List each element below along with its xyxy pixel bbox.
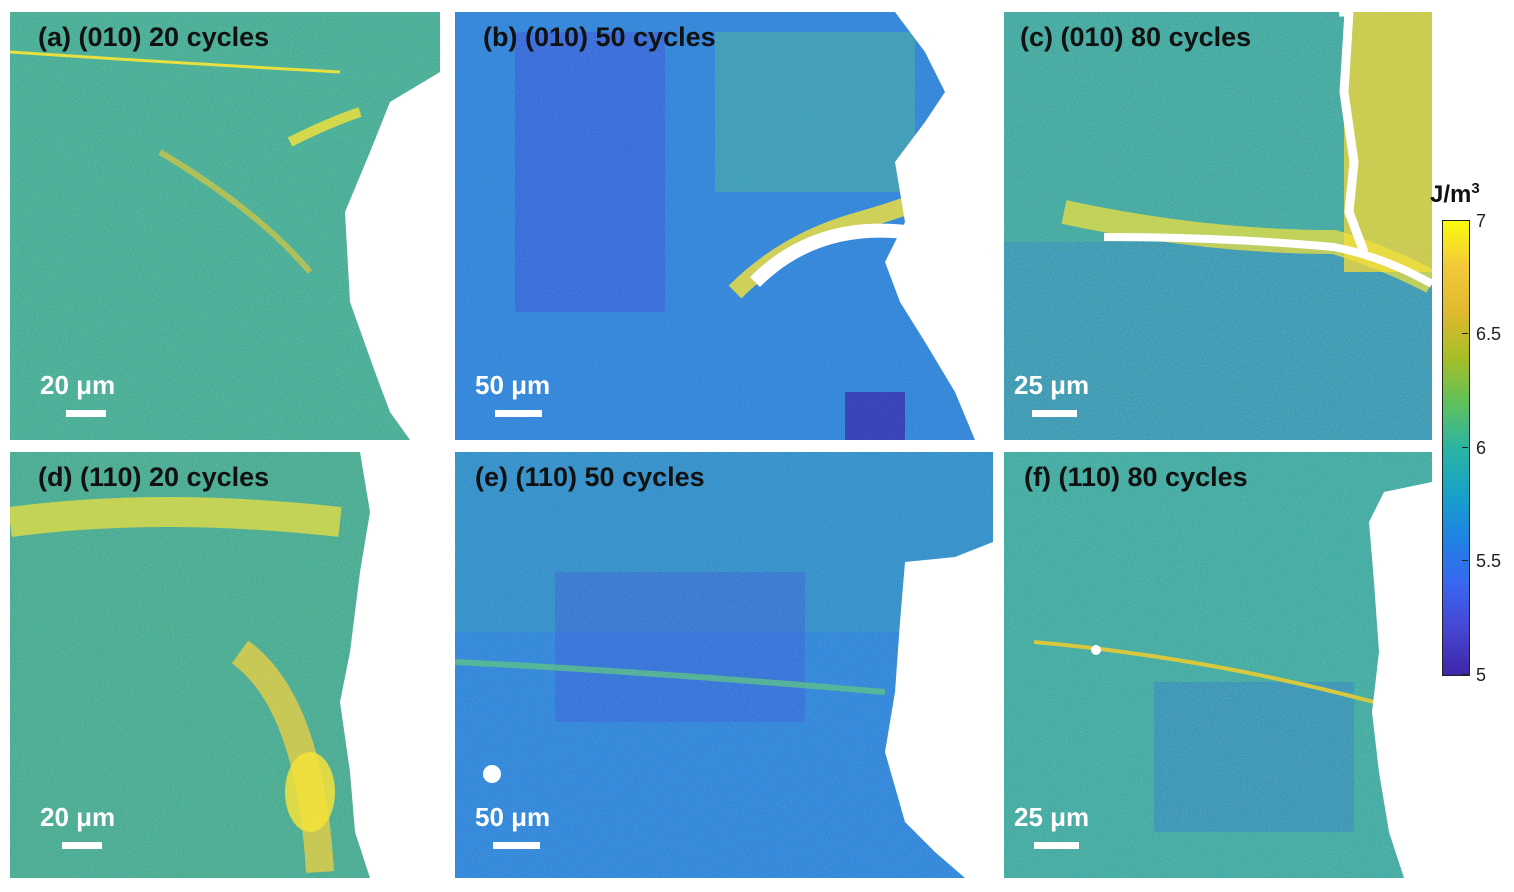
scale-bar-a	[66, 410, 106, 417]
scale-bar-b	[495, 410, 542, 417]
colorbar: J/m3 7 6.5 6 5.5 5	[1430, 180, 1514, 700]
scale-bar-c	[1032, 410, 1077, 417]
scale-label-b: 50 μm	[475, 370, 551, 400]
map-panel-b: (b) (010) 50 cycles 50 μm	[455, 12, 993, 440]
scale-label-c: 25 μm	[1014, 370, 1090, 400]
panel-title-e: (e) (110) 50 cycles	[475, 462, 705, 492]
energy-map-a	[10, 12, 440, 440]
scale-bar-e	[493, 842, 540, 849]
scale-label-d: 20 μm	[40, 802, 116, 832]
map-panel-f: (f) (110) 80 cycles 25 μm	[1004, 452, 1432, 878]
colorbar-tick-6-5: 6.5	[1476, 324, 1502, 344]
scale-bar-d	[62, 842, 102, 849]
energy-map-e	[455, 452, 993, 878]
energy-map-d	[10, 452, 440, 878]
colorbar-tick-6: 6	[1476, 438, 1487, 458]
energy-map-b	[455, 12, 993, 440]
energy-map-c	[1004, 12, 1432, 440]
scale-bar-f	[1034, 842, 1079, 849]
colorbar-gradient	[1442, 220, 1470, 676]
colorbar-tick-5: 5	[1476, 665, 1487, 685]
map-panel-d: (d) (110) 20 cycles 20 μm	[10, 452, 440, 878]
energy-map-f	[1004, 452, 1432, 878]
scale-label-a: 20 μm	[40, 370, 116, 400]
panel-title-a: (a) (010) 20 cycles	[38, 22, 270, 52]
colorbar-tick-7: 7	[1476, 211, 1487, 231]
panel-title-c: (c) (010) 80 cycles	[1020, 22, 1252, 52]
panel-title-b: (b) (010) 50 cycles	[483, 22, 716, 52]
colorbar-unit: J/m3	[1430, 180, 1480, 208]
colorbar-tick-5-5: 5.5	[1476, 551, 1502, 571]
scale-label-f: 25 μm	[1014, 802, 1090, 832]
panel-title-d: (d) (110) 20 cycles	[38, 462, 270, 492]
panel-title-f: (f) (110) 80 cycles	[1024, 462, 1248, 492]
map-panel-c: (c) (010) 80 cycles 25 μm	[1004, 12, 1432, 440]
map-panel-a: (a) (010) 20 cycles 20 μm	[10, 12, 440, 440]
map-panel-e: (e) (110) 50 cycles 50 μm	[455, 452, 993, 878]
scale-label-e: 50 μm	[475, 802, 551, 832]
